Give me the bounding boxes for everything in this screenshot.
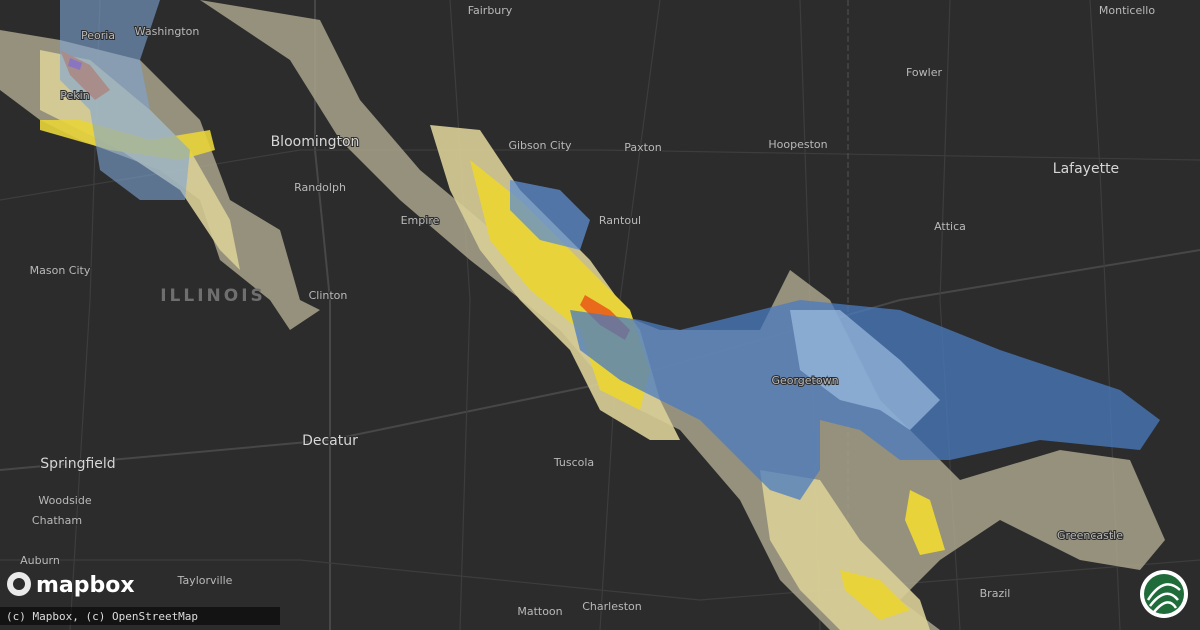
city-label: Monticello [1099,4,1155,17]
city-label: Chatham [32,514,82,527]
city-label: Empire [401,214,440,227]
city-label: Peoria [81,29,115,42]
city-label: Woodside [38,494,91,507]
attribution[interactable]: (c) Mapbox, (c) OpenStreetMap [6,610,198,623]
city-label: Auburn [20,554,60,567]
city-label: Washington [135,25,200,38]
city-label: Brazil [980,587,1011,600]
brand-badge [1140,570,1188,618]
city-label: Mattoon [517,605,562,618]
city-label: Hoopeston [768,138,827,151]
state-label: ILLINOIS [160,286,266,306]
city-label: Tuscola [553,456,594,469]
city-label: Attica [934,220,966,233]
city-label: Pekin [60,89,89,102]
attribution-bg [0,607,280,625]
city-label: Lafayette [1053,161,1119,177]
logo-text: mapbox [36,573,135,598]
city-label: Springfield [40,456,115,472]
city-label: Decatur [302,433,358,449]
storm-swaths [0,0,1165,630]
city-label: Paxton [624,141,661,154]
city-label: Bloomington [271,134,360,150]
city-label: Charleston [582,600,642,613]
city-label: Greencastle [1057,529,1123,542]
city-label: Clinton [309,289,348,302]
city-label: Mason City [30,264,91,277]
city-label: Fairbury [468,4,513,17]
mapbox-logo: mapbox [7,572,135,598]
city-label: Taylorville [177,574,233,587]
place-labels: Fairbury Monticello Peoria Washington Pe… [19,3,1156,619]
city-label: Randolph [294,181,346,194]
city-label: Rantoul [599,214,641,227]
city-label: Georgetown [771,374,838,387]
city-label: Gibson City [508,139,572,152]
city-label: Fowler [906,66,942,79]
